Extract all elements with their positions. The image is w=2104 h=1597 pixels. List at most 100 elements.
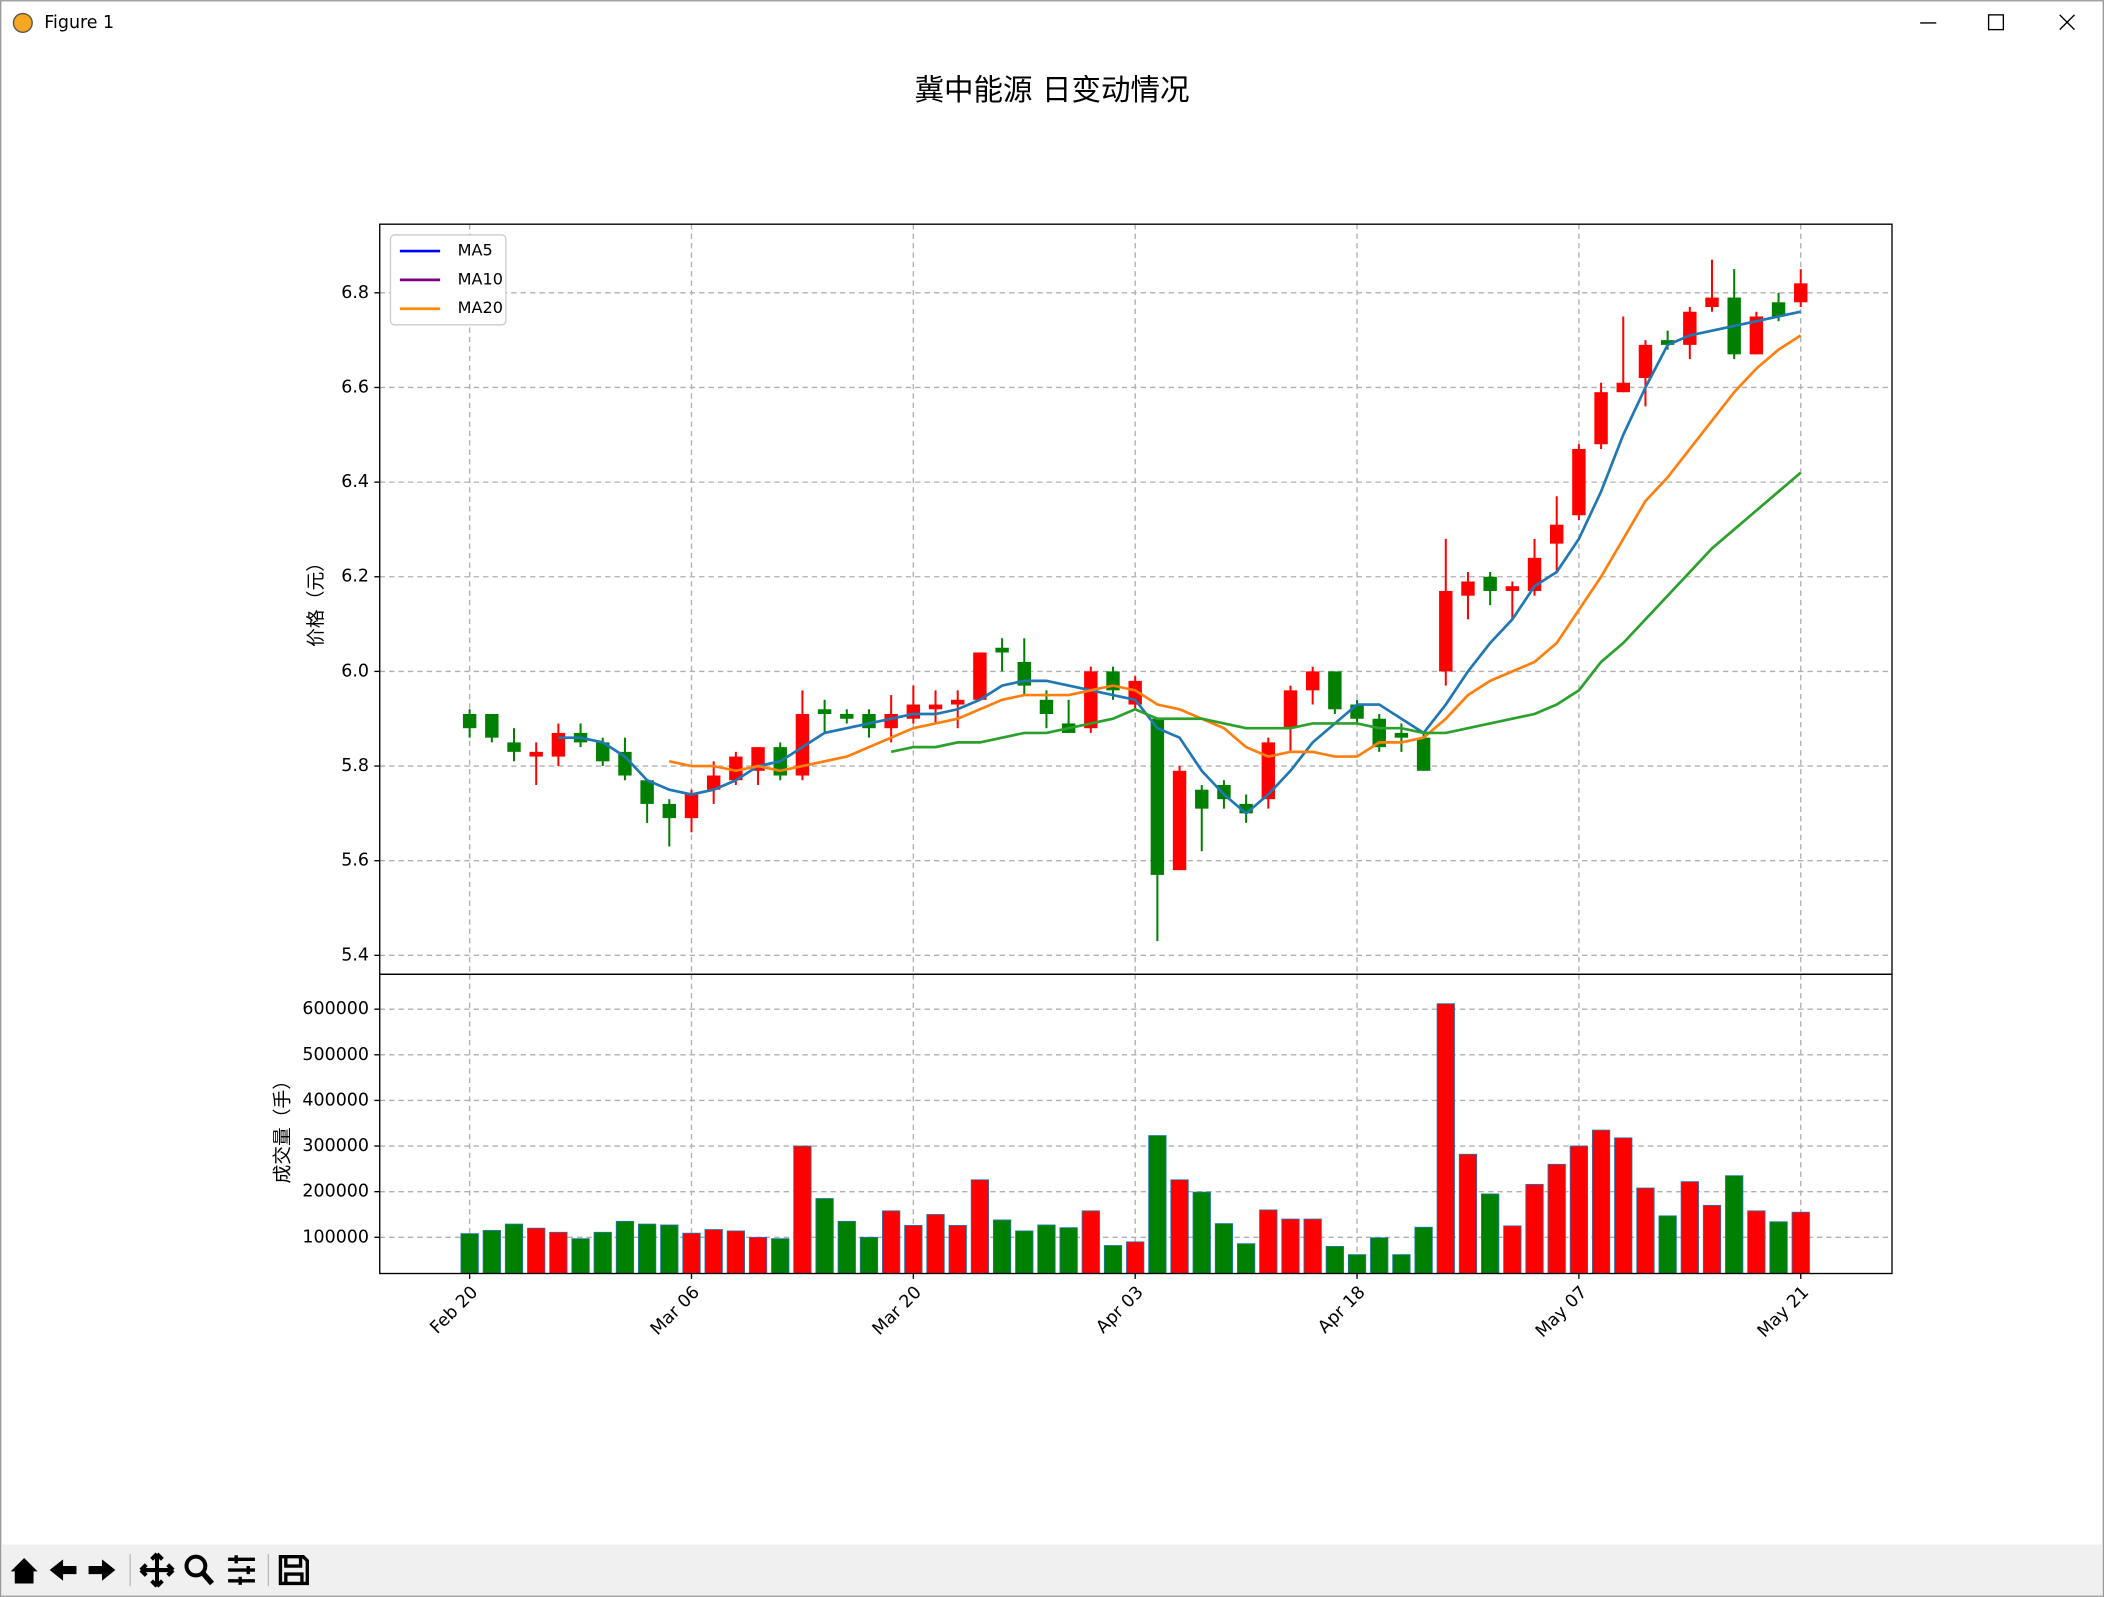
candle-body <box>1150 718 1165 875</box>
save-button[interactable] <box>278 1554 309 1586</box>
candle-body <box>1039 699 1054 714</box>
price-panel: 5.4 5.6 5.8 6.0 6.2 6.4 6.6 6.8 <box>341 223 1893 975</box>
candle-body <box>840 713 854 719</box>
volume-bar <box>1081 1210 1100 1274</box>
candle-body <box>1195 789 1209 809</box>
candle-body <box>795 713 810 776</box>
maximize-button[interactable] <box>1987 14 2005 31</box>
volume-bar <box>1214 1223 1234 1274</box>
volume-bar <box>1458 1153 1478 1274</box>
candle-body <box>618 751 632 776</box>
y-tick-label: 100000 <box>302 1227 369 1247</box>
volume-bar <box>593 1231 612 1274</box>
candle-body <box>662 803 677 819</box>
close-button[interactable] <box>2059 14 2075 31</box>
volume-bar <box>1591 1129 1611 1274</box>
candle-body <box>1550 524 1564 544</box>
home-button[interactable] <box>10 1557 38 1584</box>
forward-button[interactable] <box>88 1559 116 1581</box>
y-tick-label: 6.8 <box>341 283 369 303</box>
y-tick-label: 6.2 <box>341 567 369 587</box>
candle-body <box>729 756 743 781</box>
y-tick-label: 5.8 <box>341 756 369 776</box>
volume-bar <box>1325 1246 1344 1274</box>
candle-body <box>1505 586 1520 591</box>
candle-body <box>706 775 721 790</box>
zoom-button[interactable] <box>184 1554 215 1586</box>
candle-body <box>1594 392 1608 445</box>
volume-bar <box>1725 1175 1744 1274</box>
candle-body <box>817 709 832 714</box>
pan-button[interactable] <box>139 1552 175 1588</box>
volume-bar <box>460 1233 479 1274</box>
ma-line <box>890 471 1802 754</box>
volume-bar <box>1569 1145 1589 1274</box>
volume-bar <box>1747 1210 1766 1274</box>
volume-bar <box>1303 1218 1322 1274</box>
candle-body <box>951 699 965 705</box>
candle-body <box>1439 590 1453 672</box>
volume-bar <box>1392 1254 1411 1274</box>
toolbar-background <box>1 1544 2103 1596</box>
candle-body <box>507 742 521 752</box>
chart-title: 冀中能源 日变动情况 <box>914 73 1189 107</box>
y-axis-label: 成交量（手） <box>272 1071 294 1184</box>
y-tick-label: 5.4 <box>341 945 369 965</box>
y-tick-label: 300000 <box>302 1136 369 1156</box>
volume-bar <box>726 1230 745 1274</box>
candle-body <box>1239 803 1253 814</box>
candle-body <box>973 652 987 700</box>
legend-label: MA5 <box>458 241 493 260</box>
y-axis-label: 价格（元） <box>305 553 327 647</box>
volume-bar <box>882 1210 901 1274</box>
candle-body <box>1350 704 1364 719</box>
y-tick-label: 600000 <box>302 999 369 1019</box>
candle-body <box>1794 283 1808 303</box>
volume-bar <box>527 1227 546 1274</box>
candle-body <box>1572 448 1586 516</box>
candle-body <box>1483 576 1497 591</box>
volume-bar <box>771 1238 790 1274</box>
candle-body <box>1771 302 1786 317</box>
y-tick-label: 6.6 <box>341 377 369 397</box>
volume-bar <box>859 1236 879 1274</box>
volume-bar <box>1791 1211 1810 1274</box>
candle-body <box>1683 311 1697 345</box>
volume-bar <box>1059 1227 1078 1274</box>
volume-bar <box>549 1231 568 1274</box>
back-button[interactable] <box>49 1559 77 1581</box>
volume-bar <box>1547 1163 1566 1274</box>
volume-bar <box>1370 1237 1389 1274</box>
volume-bar <box>970 1179 990 1274</box>
ma-line <box>558 310 1802 816</box>
candle-body <box>928 704 943 710</box>
y-tick-label: 6.4 <box>341 472 369 492</box>
candle-body <box>529 751 543 757</box>
volume-bar <box>837 1220 856 1274</box>
candle-body <box>640 780 654 804</box>
volume-bar <box>682 1232 701 1274</box>
legend-label: MA10 <box>458 269 503 288</box>
configure-button[interactable] <box>228 1555 255 1585</box>
candle-body <box>1660 340 1675 345</box>
y-tick-label: 500000 <box>302 1045 369 1065</box>
candle-body <box>1372 718 1386 748</box>
volume-bar <box>1347 1254 1367 1274</box>
volume-bar <box>1126 1241 1145 1274</box>
legend: MA5 MA10 MA20 <box>389 234 507 326</box>
volume-bar <box>1259 1209 1278 1274</box>
volume-bar <box>660 1224 679 1274</box>
volume-bar <box>1103 1245 1123 1274</box>
volume-bar <box>815 1198 834 1274</box>
volume-bar <box>748 1236 768 1274</box>
volume-bar <box>504 1223 524 1274</box>
candle-body <box>1705 297 1719 308</box>
volume-bar <box>1614 1137 1633 1274</box>
legend-label: MA20 <box>458 298 503 317</box>
zoom-icon <box>184 1554 208 1578</box>
ma-line <box>669 334 1802 773</box>
volume-bar <box>615 1220 635 1274</box>
candle-body <box>596 742 610 762</box>
